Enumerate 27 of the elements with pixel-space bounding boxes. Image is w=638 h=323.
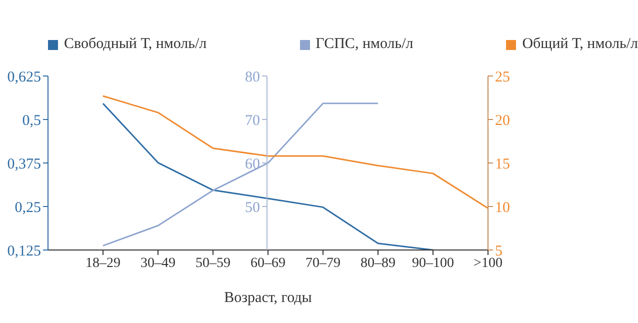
y3-tick-label: 20: [495, 112, 510, 129]
line-series: [102, 102, 434, 250]
x-tick-label: 80–89: [360, 256, 396, 271]
y3-tick-label: 25: [495, 69, 510, 86]
x-tick-label: 18–29: [86, 256, 120, 271]
legend-label: Свободный Т, нмоль/л: [63, 36, 207, 53]
y2-tick-label: 70: [245, 112, 260, 129]
x-tick-label: 30–49: [140, 256, 176, 271]
x-tick-label: 90–100: [412, 256, 454, 271]
y-tick-label: 0,625: [7, 69, 41, 86]
y-tick-label: 0,25: [14, 200, 41, 216]
y3-tick-label: 10: [495, 200, 510, 216]
y2-tick-label: 80: [245, 69, 260, 86]
x-tick-label: 60–69: [250, 256, 286, 271]
legend-label: Общий Т, нмоль/л: [521, 36, 638, 53]
legend-label: ГСПС, нмоль/л: [314, 36, 414, 53]
x-tick-label: 70–79: [306, 256, 340, 271]
y3-tick-label: 15: [495, 156, 510, 172]
x-tick-label: 50–59: [196, 256, 230, 271]
y-tick-label: 0,5: [22, 112, 41, 129]
y-tick-label: 0,125: [7, 243, 41, 260]
y2-tick-label: 50: [245, 200, 260, 216]
x-tick-label: >100: [474, 256, 502, 271]
line-series: [102, 102, 379, 246]
x-axis-title: Возраст, годы: [224, 290, 312, 306]
y-tick-label: 0,375: [7, 156, 41, 172]
y2-tick-label: 60: [245, 156, 260, 172]
